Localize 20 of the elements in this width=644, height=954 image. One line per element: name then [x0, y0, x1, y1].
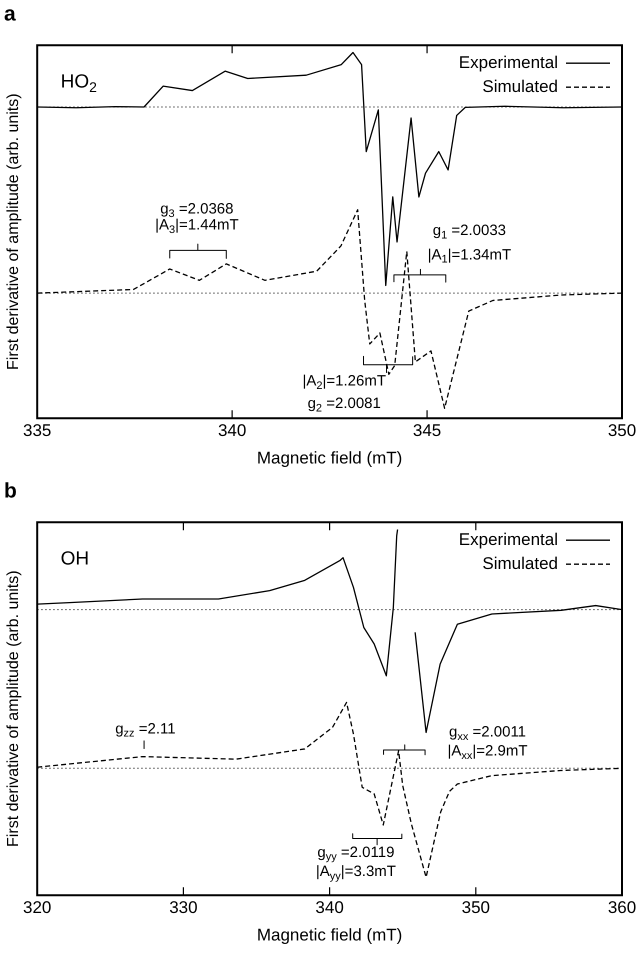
- x-tick-label: 340: [218, 421, 246, 440]
- legend-label: Experimental: [458, 530, 558, 549]
- x-tick-label: 320: [23, 898, 52, 918]
- legend-label: Simulated: [482, 554, 558, 573]
- x-tick-label: 335: [23, 421, 52, 440]
- x-tick-label: 340: [315, 898, 344, 918]
- annotation: OH: [60, 548, 90, 570]
- legend-label: Simulated: [482, 76, 558, 96]
- chart-title: b: [4, 479, 17, 502]
- y-axis-title: First derivative of amplitude (arb. units): [5, 93, 22, 370]
- x-tick-label: 345: [412, 421, 442, 440]
- y-axis-title: First derivative of amplitude (arb. units): [5, 570, 22, 847]
- x-tick-label: 350: [608, 421, 636, 440]
- x-axis-title: Magnetic field (mT): [256, 448, 402, 468]
- x-tick-label: 360: [608, 898, 636, 918]
- x-tick-label: 330: [169, 898, 198, 918]
- legend-label: Experimental: [458, 52, 558, 72]
- x-axis-title: Magnetic field (mT): [256, 925, 402, 944]
- chart-title: a: [4, 2, 16, 26]
- x-tick-label: 350: [462, 898, 490, 918]
